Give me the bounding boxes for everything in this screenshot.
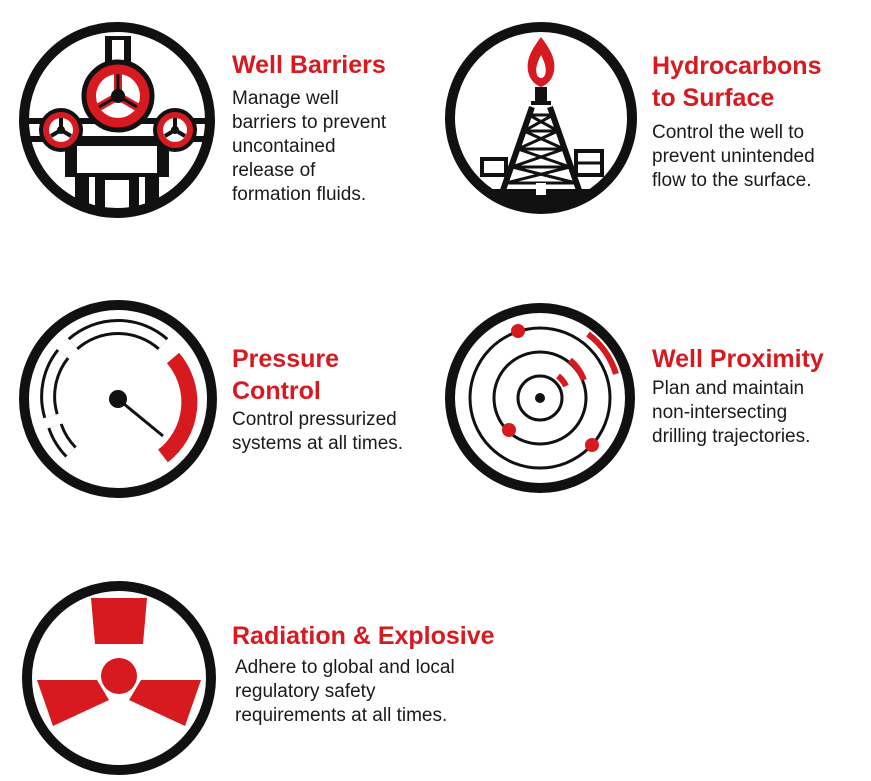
well-proximity-title: Well Proximity [652, 345, 824, 373]
radiation-icon [22, 581, 216, 775]
hydrocarbons-description: Control the well to prevent unintended f… [652, 122, 815, 191]
well-proximity-description: Plan and maintain non-intersecting drill… [652, 378, 811, 447]
well-barriers-title: Well Barriers [232, 51, 386, 79]
proximity-radar-icon [445, 303, 635, 493]
radiation-explosive-description: Adhere to global and local regulatory sa… [235, 657, 455, 726]
hydrocarbons-title: Hydrocarbons to Surface [652, 52, 822, 112]
valve-wheels-icon [19, 22, 215, 218]
pressure-control-description: Control pressurized systems at all times… [232, 409, 404, 454]
radiation-explosive-title: Radiation & Explosive [232, 622, 495, 650]
pressure-control-title: Pressure Control [232, 345, 340, 405]
pressure-gauge-icon [19, 300, 217, 498]
well-barriers-description: Manage well barriers to prevent uncontai… [232, 88, 387, 205]
oil-derrick-flame-icon [445, 22, 637, 214]
